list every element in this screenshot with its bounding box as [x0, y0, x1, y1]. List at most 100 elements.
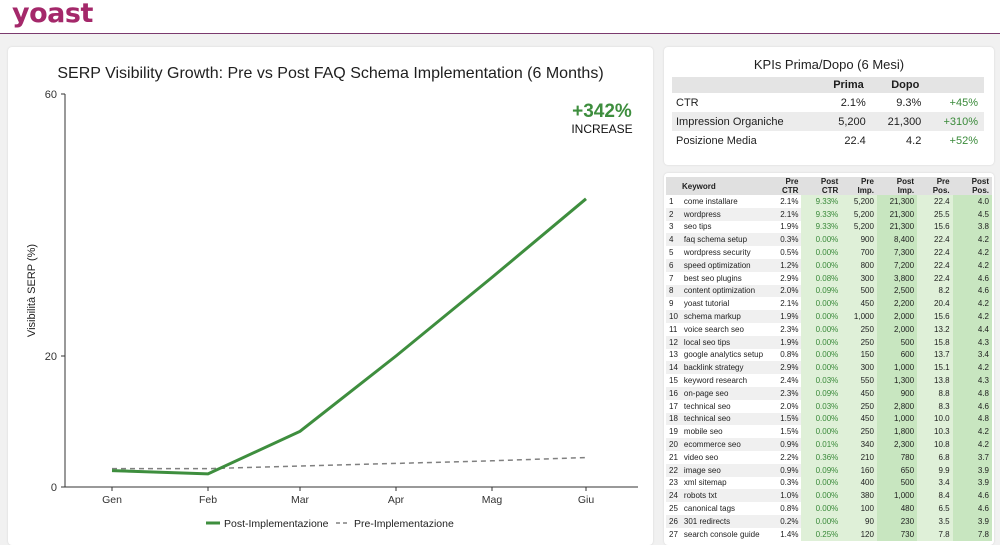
pre-imp-cell: 210 [841, 450, 877, 464]
col-keyword: Keyword [666, 177, 767, 195]
kpi-label: CTR [676, 96, 699, 109]
row-index: 17 [669, 401, 678, 411]
kpi-header-row: Prima Dopo [672, 77, 984, 93]
post-ctr-cell: 0.09% [801, 386, 842, 400]
pre-pos-cell: 8.4 [917, 489, 953, 503]
x-tick-label: Feb [199, 494, 217, 506]
yoast-logo[interactable]: yoast [12, 0, 93, 29]
pre-imp-cell: 700 [841, 246, 877, 259]
annotation-value: +342% [572, 101, 632, 122]
legend-label: Post-Implementazione [224, 518, 329, 530]
keyword-cell: google analytics setup [683, 350, 764, 360]
annotation-label: INCREASE [571, 122, 632, 136]
keyword-cell: technical seo [683, 401, 731, 411]
keyword-header-row: Keyword Pre CTR Post CTR Pre Imp. Post I… [666, 177, 992, 195]
pre-pos-cell: 15.6 [917, 310, 953, 323]
post-ctr-cell: 0.01% [801, 438, 842, 451]
row-index: 23 [669, 478, 678, 488]
col-post-pos: Post Pos. [952, 177, 992, 195]
table-row: 19 mobile seo 1.5% 0.00% 250 1,800 10.3 4.2 [666, 425, 992, 439]
pre-pos-cell: 10.8 [917, 438, 953, 451]
pre-pos-cell: 15.6 [917, 220, 953, 234]
post-ctr-cell: 0.00% [801, 310, 842, 323]
keyword-cell: schema markup [680, 310, 767, 323]
pre-pos-cell: 10.3 [917, 425, 953, 439]
keyword-cell: best seo plugins [683, 273, 742, 283]
post-imp-cell: 21,300 [876, 207, 918, 221]
pre-pos-cell: 25.5 [917, 207, 953, 221]
y-tick-label: 20 [45, 351, 57, 363]
post-ctr-cell: 0.00% [801, 322, 842, 336]
pre-ctr-cell: 1.9% [780, 222, 799, 232]
keyword-cell: robots txt [680, 489, 767, 503]
post-imp-cell: 2,300 [876, 438, 918, 451]
post-imp-cell: 8,400 [876, 233, 918, 247]
post-pos-cell: 4.4 [952, 322, 992, 336]
keyword-cell: technical seo [680, 412, 767, 426]
row-index: 19 [669, 427, 678, 437]
table-row: 13 google analytics setup 0.8% 0.00% 150 600 1… [666, 348, 992, 362]
keyword-cell: ecommerce seo [680, 438, 767, 451]
post-ctr-cell: 0.00% [801, 335, 842, 349]
table-row: 11 voice search seo 2.3% 0.00% 250 2,000 13.2 4… [666, 322, 992, 336]
kpi-header-blank [672, 77, 816, 93]
pre-ctr-cell: 2.9% [780, 273, 799, 283]
post-imp-cell: 1,300 [876, 374, 918, 387]
post-imp-cell: 780 [876, 450, 918, 464]
pre-pos-cell: 8.8 [917, 386, 953, 400]
post-imp-cell: 2,500 [876, 284, 918, 298]
pre-pos-cell: 13.7 [917, 348, 953, 362]
pre-imp-cell: 380 [841, 489, 877, 503]
post-imp-cell: 7,300 [876, 246, 918, 259]
col-pre-ctr: Pre CTR [766, 177, 802, 195]
post-pos-cell: 4.3 [952, 335, 992, 349]
pre-ctr-cell: 1.5% [780, 427, 799, 437]
row-index: 18 [666, 412, 681, 426]
table-row: 27 search console guide 1.4% 0.25% 120 730 7.8… [666, 527, 992, 541]
post-pos-cell: 4.6 [952, 489, 992, 503]
kpi-dopo: 9.3% [896, 96, 922, 109]
x-tick-label: Gen [102, 494, 122, 506]
table-row: 22 image seo 0.9% 0.09% 160 650 9.9 3.9 [666, 463, 992, 477]
table-row: 17 technical seo 2.0% 0.03% 250 2,800 8.3 4.6 [666, 399, 992, 413]
post-imp-cell: 230 [876, 514, 918, 528]
keyword-cell: keyword research [683, 376, 748, 386]
pre-ctr-cell: 1.4% [780, 529, 799, 539]
post-pos-cell: 4.2 [952, 297, 992, 311]
col-pre-imp: Pre Imp. [841, 177, 877, 195]
kpi-label: Posizione Media [676, 134, 757, 147]
table-row: 7 best seo plugins 2.9% 0.08% 300 3,800 22.4 4.… [666, 271, 992, 285]
table-row: 20 ecommerce seo 0.9% 0.01% 340 2,300 10.8 4.2 [666, 438, 992, 451]
table-row: 9 yoast tutorial 2.1% 0.00% 450 2,200 20.4 4.2 [666, 297, 992, 311]
pre-pos-cell: 10.0 [917, 412, 953, 426]
post-pos-cell: 4.2 [952, 425, 992, 439]
pre-pos-cell: 15.8 [917, 335, 953, 349]
row-index: 6 [666, 258, 681, 272]
y-tick-label: 60 [45, 89, 57, 101]
post-imp-cell: 500 [876, 335, 918, 349]
post-ctr-cell: 0.00% [801, 489, 842, 503]
col-post-ctr: Post CTR [801, 177, 842, 195]
pre-pos-cell: 20.4 [917, 297, 953, 311]
table-row: 2 wordpress 2.1% 9.33% 5,200 21,300 25.5 4.5 [666, 207, 992, 221]
top-bar: yoast [0, 0, 1000, 34]
row-index: 20 [666, 438, 681, 451]
post-pos-cell: 4.2 [952, 233, 992, 247]
legend-label: Pre-Implementazione [354, 518, 454, 530]
post-ctr-cell: 0.00% [801, 297, 842, 311]
pre-ctr-cell: 0.9% [766, 463, 802, 477]
pre-ctr-cell: 0.5% [780, 248, 799, 258]
kpi-change: +52% [949, 134, 978, 147]
pre-imp-cell: 5,200 [841, 207, 877, 221]
post-imp-cell: 480 [876, 502, 918, 515]
pre-imp-cell: 250 [841, 335, 877, 349]
chart-panel: SERP Visibility Growth: Pre vs Post FAQ … [8, 47, 653, 545]
keyword-cell: canonical tags [683, 504, 736, 514]
post-ctr-cell: 0.00% [801, 246, 842, 259]
kpi-row-position: Posizione Media 22.4 4.2 +52% [672, 131, 984, 150]
post-pos-cell: 4.0 [952, 195, 992, 208]
post-pos-cell: 3.9 [952, 463, 992, 477]
table-row: 23 xml sitemap 0.3% 0.00% 400 500 3.4 3.9 [666, 476, 992, 490]
kpi-change: +45% [949, 96, 978, 109]
row-index: 2 [666, 207, 681, 221]
